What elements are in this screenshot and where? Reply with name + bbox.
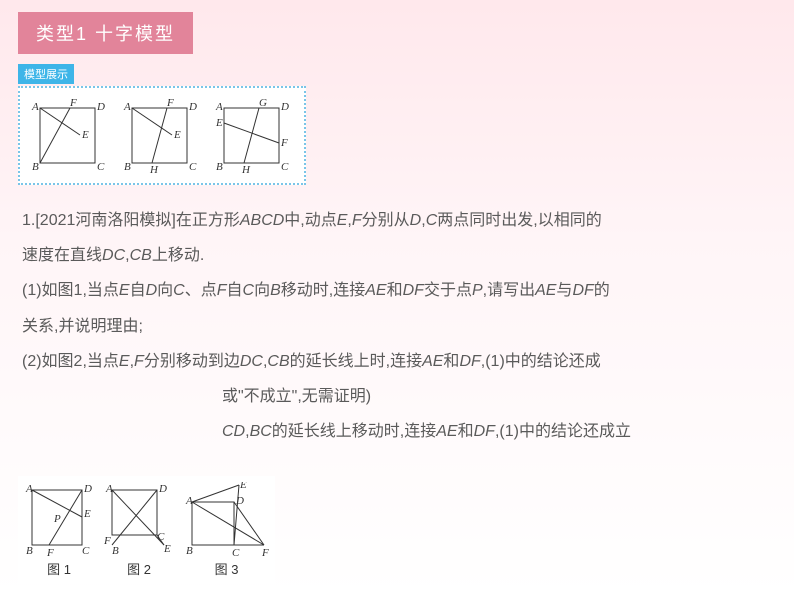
diagram-1: A F D E B C: [30, 98, 110, 173]
svg-text:H: H: [241, 164, 251, 173]
svg-text:C: C: [189, 161, 197, 173]
model-label-wrapper: 模型展示: [0, 54, 794, 84]
svg-text:E: E: [81, 129, 89, 141]
svg-text:H: H: [149, 164, 159, 173]
svg-text:E: E: [173, 129, 181, 141]
svg-text:D: D: [158, 483, 167, 495]
svg-text:F: F: [280, 137, 288, 149]
svg-text:B: B: [26, 545, 33, 557]
figure-2: A D F B C E 图 2: [104, 482, 174, 578]
figure-1: A D P E B F C 图 1: [24, 482, 94, 578]
svg-text:D: D: [188, 101, 197, 113]
svg-text:B: B: [112, 545, 119, 557]
svg-text:B: B: [186, 545, 193, 557]
bottom-diagram-box: A D P E B F C 图 1 A D F B C E 图 2: [18, 476, 275, 584]
svg-text:B: B: [216, 161, 223, 173]
svg-text:P: P: [53, 513, 61, 525]
svg-text:E: E: [215, 117, 223, 129]
svg-text:F: F: [166, 98, 174, 109]
line-5: (2)如图2,当点E,F分别移动到边DC,CB的延长线上时,连接AE和DF,(1…: [22, 344, 764, 379]
svg-text:A: A: [25, 483, 33, 495]
svg-text:C: C: [232, 547, 240, 557]
diagram-2: A F D E B H C: [122, 98, 202, 173]
top-diagram-box: A F D E B C A F D E B H C A G D E F B H …: [18, 86, 306, 185]
fig1-label: 图 1: [47, 559, 71, 578]
problem-content: 1.[2021河南洛阳模拟]在正方形ABCD中,动点E,F分别从D,C两点同时出…: [22, 203, 764, 449]
svg-text:B: B: [32, 161, 39, 173]
svg-text:A: A: [123, 101, 131, 113]
svg-text:A: A: [215, 101, 223, 113]
svg-text:E: E: [163, 543, 171, 555]
svg-text:A: A: [31, 101, 39, 113]
svg-text:B: B: [124, 161, 131, 173]
fig3-label: 图 3: [215, 559, 239, 578]
svg-text:D: D: [235, 495, 244, 507]
svg-text:F: F: [261, 547, 269, 557]
section-header: 类型1 十字模型: [18, 12, 193, 54]
line-4: 关系,并说明理由;: [22, 309, 764, 344]
svg-text:C: C: [97, 161, 105, 173]
svg-text:A: A: [105, 483, 113, 495]
svg-text:E: E: [83, 508, 91, 520]
svg-text:E: E: [239, 482, 247, 491]
svg-text:C: C: [157, 531, 165, 543]
model-label: 模型展示: [18, 64, 74, 84]
svg-text:D: D: [96, 101, 105, 113]
svg-text:C: C: [82, 545, 90, 557]
svg-text:C: C: [281, 161, 289, 173]
svg-text:G: G: [259, 98, 267, 109]
line-1: 1.[2021河南洛阳模拟]在正方形ABCD中,动点E,F分别从D,C两点同时出…: [22, 203, 764, 238]
svg-text:F: F: [69, 98, 77, 109]
diagram-3: A G D E F B H C: [214, 98, 294, 173]
svg-text:D: D: [83, 483, 92, 495]
svg-text:A: A: [185, 495, 193, 507]
line-3: (1)如图1,当点E自D向C、点F自C向B移动时,连接AE和DF交于点P,请写出…: [22, 273, 764, 308]
line-7: CD,BC的延长线上移动时,连接AE和DF,(1)中的结论还成立: [22, 414, 764, 449]
fig2-label: 图 2: [127, 559, 151, 578]
svg-text:D: D: [280, 101, 289, 113]
figure-3: A D E B C F 图 3: [184, 482, 269, 578]
svg-text:F: F: [104, 535, 111, 547]
line-6: 或"不成立",无需证明): [22, 379, 764, 414]
line-2: 速度在直线DC,CB上移动.: [22, 238, 764, 273]
svg-text:F: F: [46, 547, 54, 557]
